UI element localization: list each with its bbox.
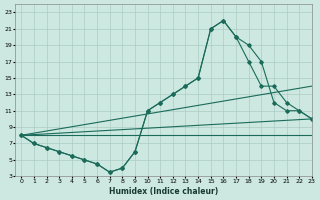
X-axis label: Humidex (Indice chaleur): Humidex (Indice chaleur) (109, 187, 218, 196)
